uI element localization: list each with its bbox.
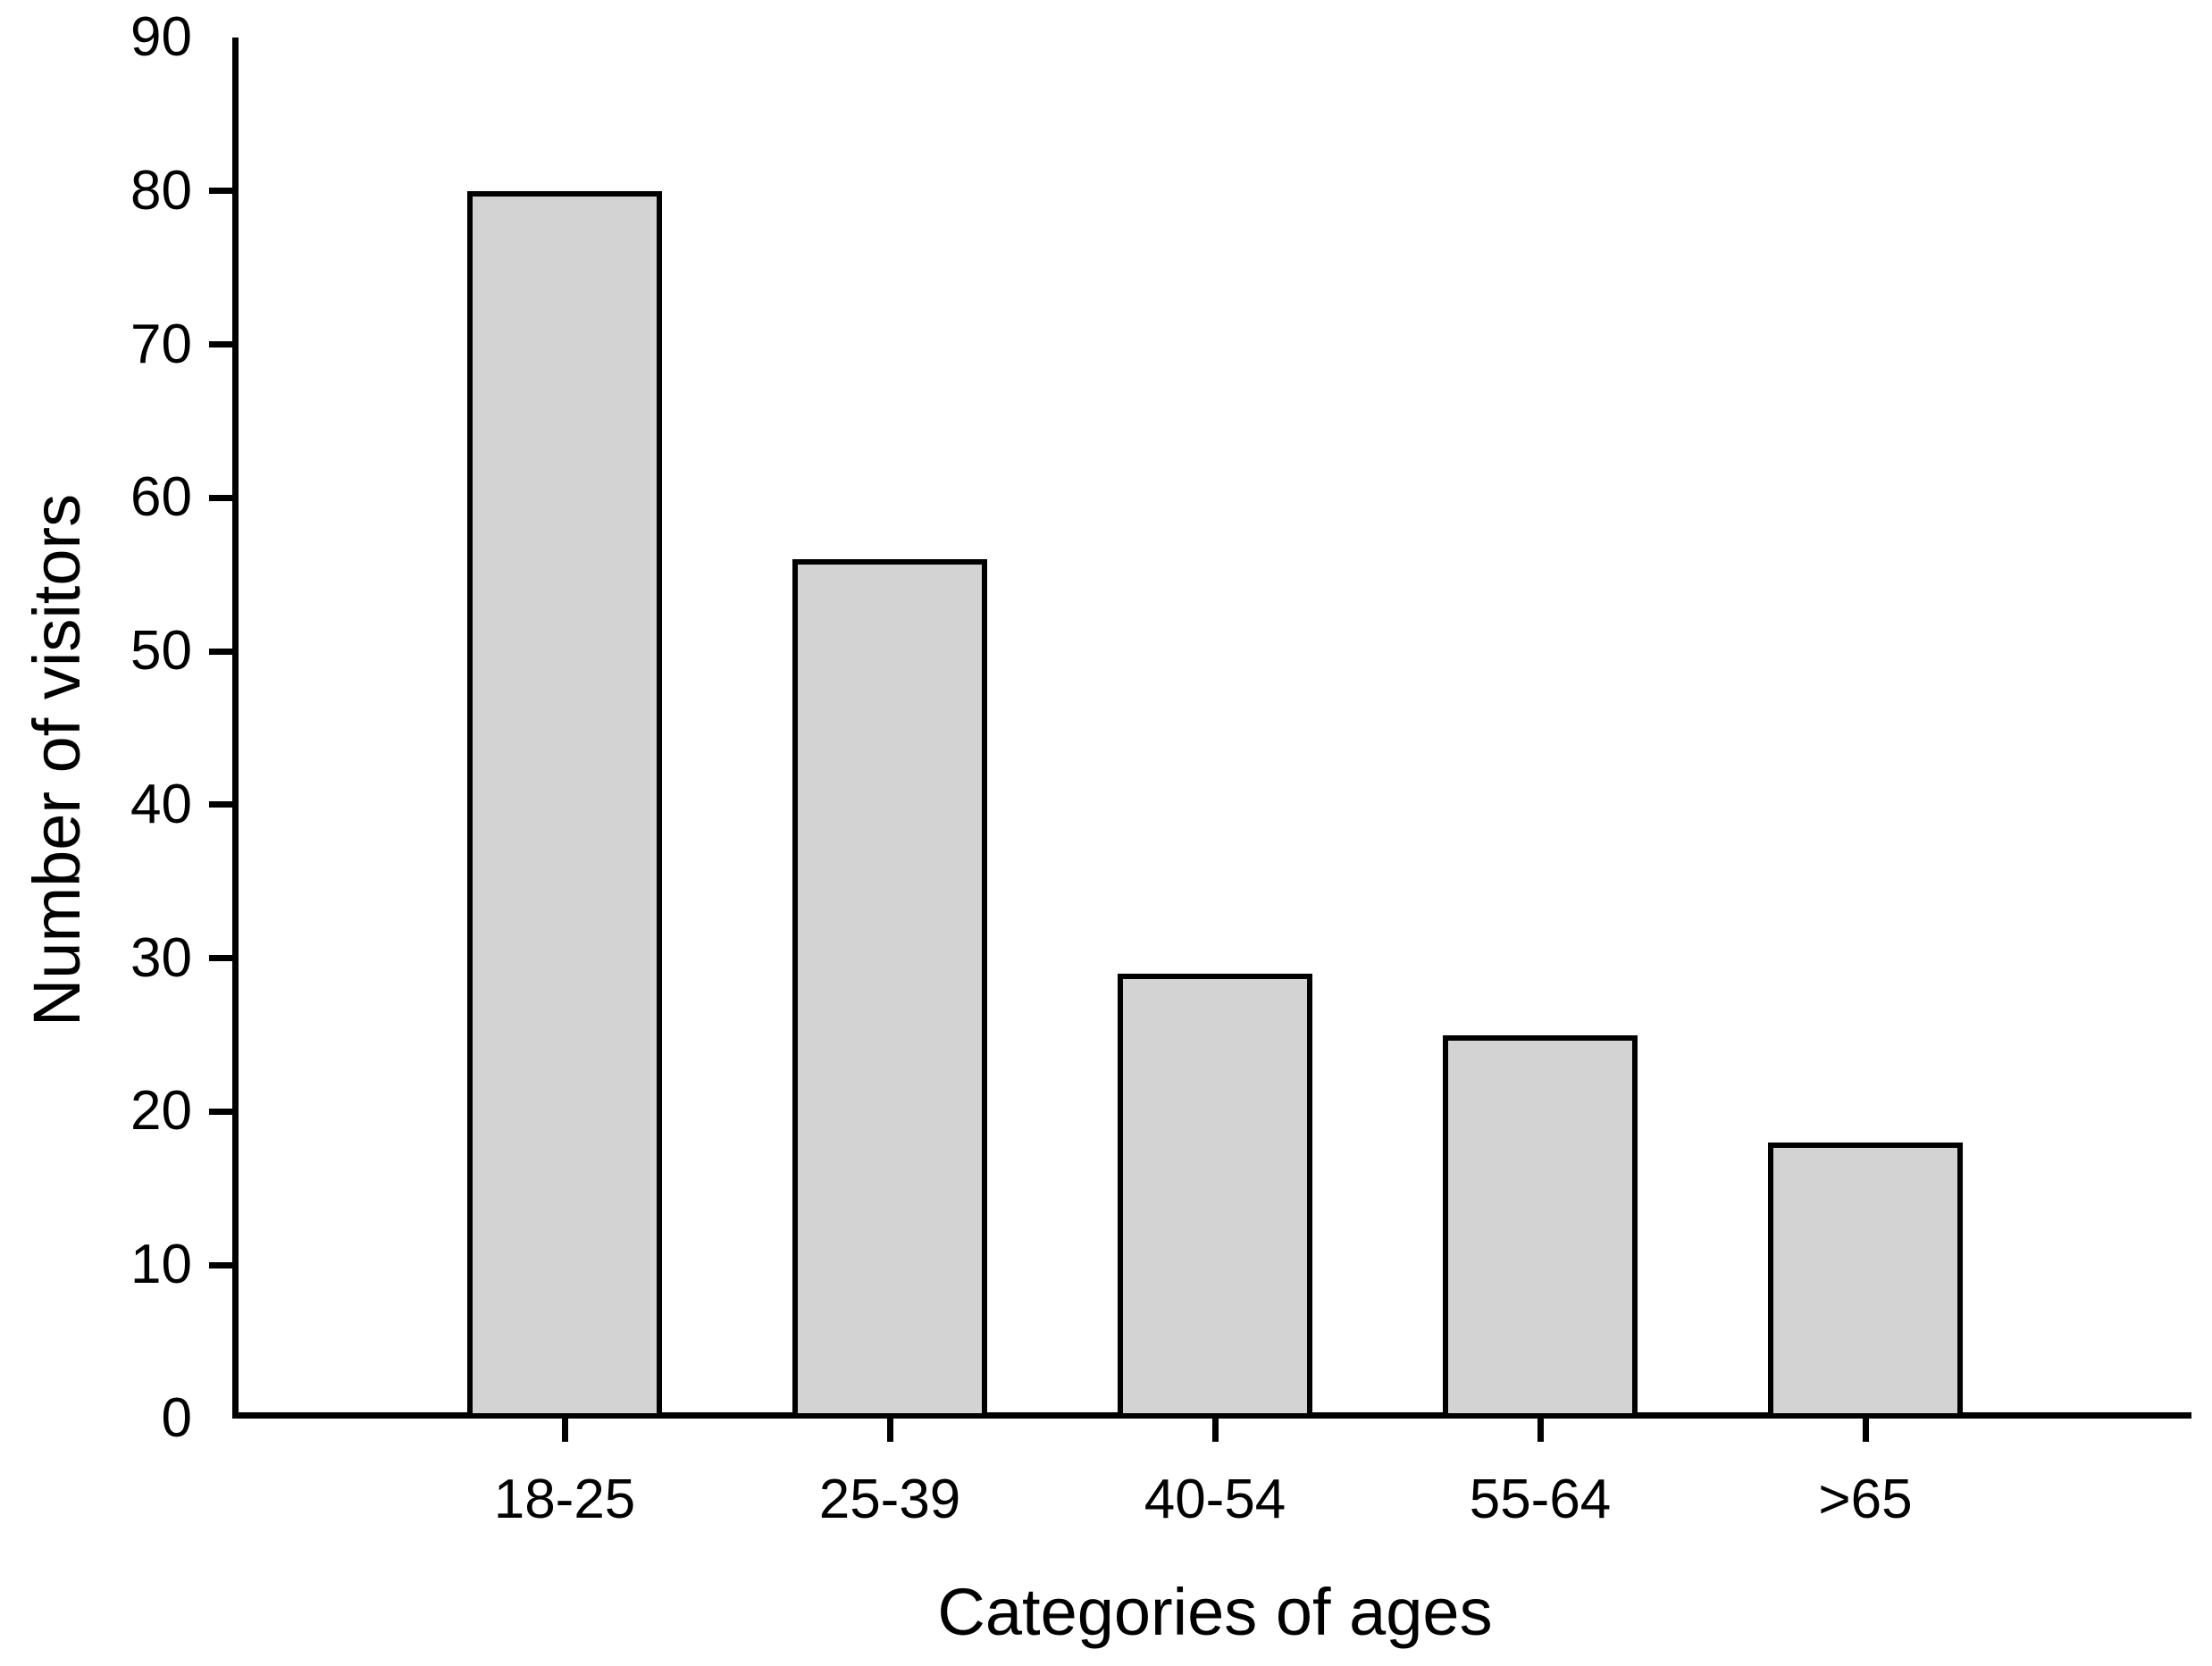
y-tick-80 [209, 188, 232, 195]
y-tick-label-0: 0 [161, 1387, 192, 1449]
y-tick-50 [209, 648, 232, 655]
x-tick-25-39 [886, 1419, 893, 1442]
y-tick-label-10: 10 [130, 1234, 192, 1296]
bar-40-54 [1118, 973, 1312, 1419]
y-axis-line [232, 38, 239, 1419]
x-tick-label-55-64: 55-64 [1469, 1469, 1612, 1530]
x-tick-label-18-25: 18-25 [493, 1469, 636, 1530]
x-tick-18-25 [561, 1419, 568, 1442]
y-tick-label-80: 80 [130, 159, 192, 222]
bar->65 [1768, 1142, 1963, 1419]
y-tick-label-40: 40 [130, 773, 192, 835]
y-tick-label-50: 50 [130, 620, 192, 682]
x-tick-label-25-39: 25-39 [818, 1469, 961, 1530]
y-tick-30 [209, 955, 232, 962]
x-tick-55-64 [1537, 1419, 1544, 1442]
y-tick-label-30: 30 [130, 926, 192, 989]
bar-25-39 [792, 559, 987, 1419]
y-tick-label-90: 90 [130, 6, 192, 68]
bar-18-25 [467, 190, 662, 1419]
y-tick-label-70: 70 [130, 313, 192, 375]
x-tick-40-54 [1211, 1419, 1219, 1442]
y-tick-20 [209, 1108, 232, 1115]
y-tick-10 [209, 1261, 232, 1268]
bar-55-64 [1443, 1034, 1638, 1419]
y-tick-label-20: 20 [130, 1080, 192, 1143]
x-axis-title: Categories of ages [937, 1575, 1493, 1649]
y-tick-40 [209, 801, 232, 808]
y-axis-title: Number of visitors [20, 493, 94, 1027]
y-tick-60 [209, 494, 232, 501]
y-tick-70 [209, 341, 232, 348]
y-tick-label-60: 60 [130, 466, 192, 529]
x-tick->65 [1862, 1419, 1869, 1442]
x-tick-label-40-54: 40-54 [1144, 1469, 1286, 1530]
x-tick-label->65: >65 [1818, 1469, 1913, 1530]
